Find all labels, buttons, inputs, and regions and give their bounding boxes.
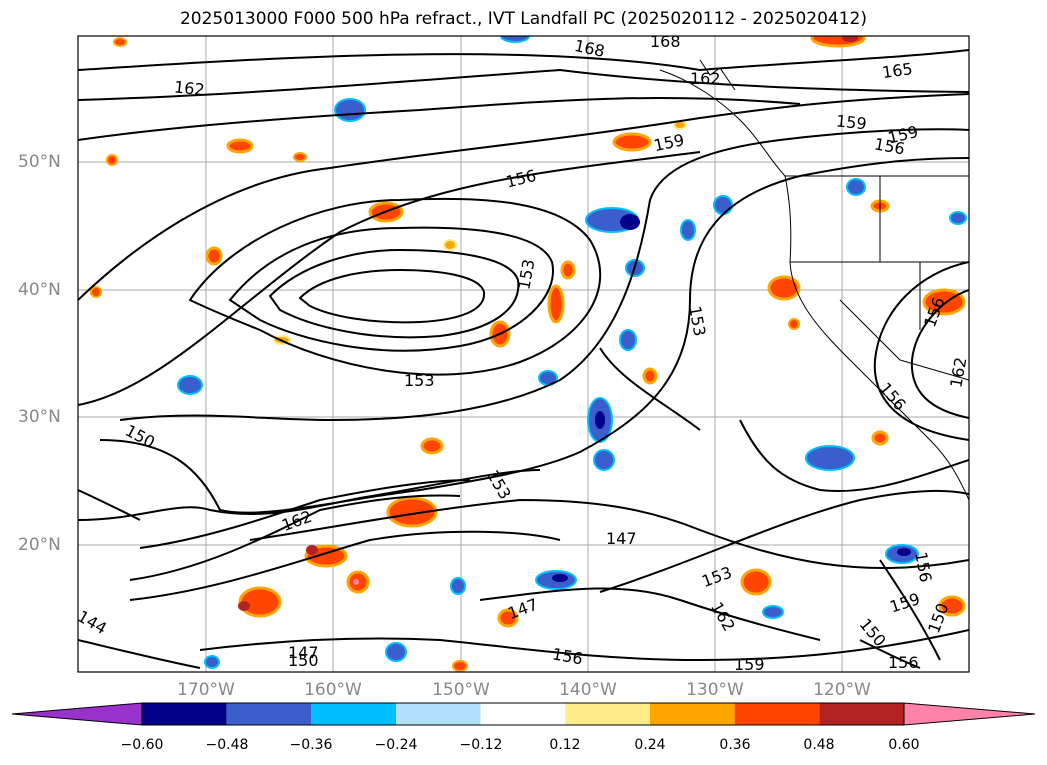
colorbar-tick: 0.12: [549, 737, 581, 753]
contour-label: 159: [835, 111, 867, 133]
height-contours: [78, 49, 969, 669]
colorbar-tick: −0.24: [374, 737, 418, 753]
contour-label: 153: [404, 371, 435, 390]
colorbar-box: [142, 703, 227, 725]
colorbar-tick: −0.48: [205, 737, 249, 753]
colorbar-tick: 0.36: [719, 737, 751, 753]
colorbar: [11, 702, 1036, 726]
contour-label: 165: [881, 59, 914, 82]
lat-label: 20°N: [18, 535, 61, 555]
colorbar-tick: −0.36: [289, 737, 333, 753]
contour-label: 147: [606, 529, 637, 548]
lat-label: 50°N: [18, 152, 61, 172]
lon-label: 120°W: [813, 680, 871, 700]
colorbar-tick: 0.60: [888, 737, 920, 753]
contour-label: 147: [288, 643, 319, 662]
colorbar-box: [819, 703, 904, 725]
contour-label: 150: [288, 651, 319, 670]
lon-label: 150°W: [432, 680, 490, 700]
lon-label: 170°W: [177, 680, 235, 700]
contour-label: 156: [888, 653, 919, 672]
colorbar-box: [396, 703, 481, 725]
colorbar-outline: [141, 702, 905, 726]
colorbar-tick: −0.12: [459, 737, 503, 753]
colorbar-extend-high: [903, 702, 1036, 726]
colorbar-box: [650, 703, 735, 725]
colorbar-box: [226, 703, 312, 725]
colorbar-box: [565, 703, 650, 725]
colorbar-tick: 0.24: [634, 737, 666, 753]
lat-label: 40°N: [18, 280, 61, 300]
lon-label: 130°W: [686, 680, 744, 700]
colorbar-box: [311, 703, 396, 725]
map-area: [78, 36, 969, 672]
coastlines: [659, 59, 969, 501]
contour-label: 168: [650, 32, 681, 51]
contour-label: 159: [734, 655, 765, 674]
map-title: 2025013000 F000 500 hPa refract., IVT La…: [179, 9, 867, 29]
colorbar-extend-low: [11, 702, 143, 726]
shaded-anomalies: [90, 36, 967, 672]
contour-label: 162: [173, 77, 205, 99]
contour-label: 162: [690, 69, 721, 88]
lat-label: 30°N: [18, 407, 61, 427]
colorbar-tick: −0.60: [120, 737, 164, 753]
colorbar-box: [480, 703, 566, 725]
colorbar-box: [734, 703, 820, 725]
colorbar-tick: 0.48: [803, 737, 835, 753]
lon-label: 140°W: [559, 680, 617, 700]
map-frame: [77, 35, 970, 673]
lon-label: 160°W: [304, 680, 362, 700]
